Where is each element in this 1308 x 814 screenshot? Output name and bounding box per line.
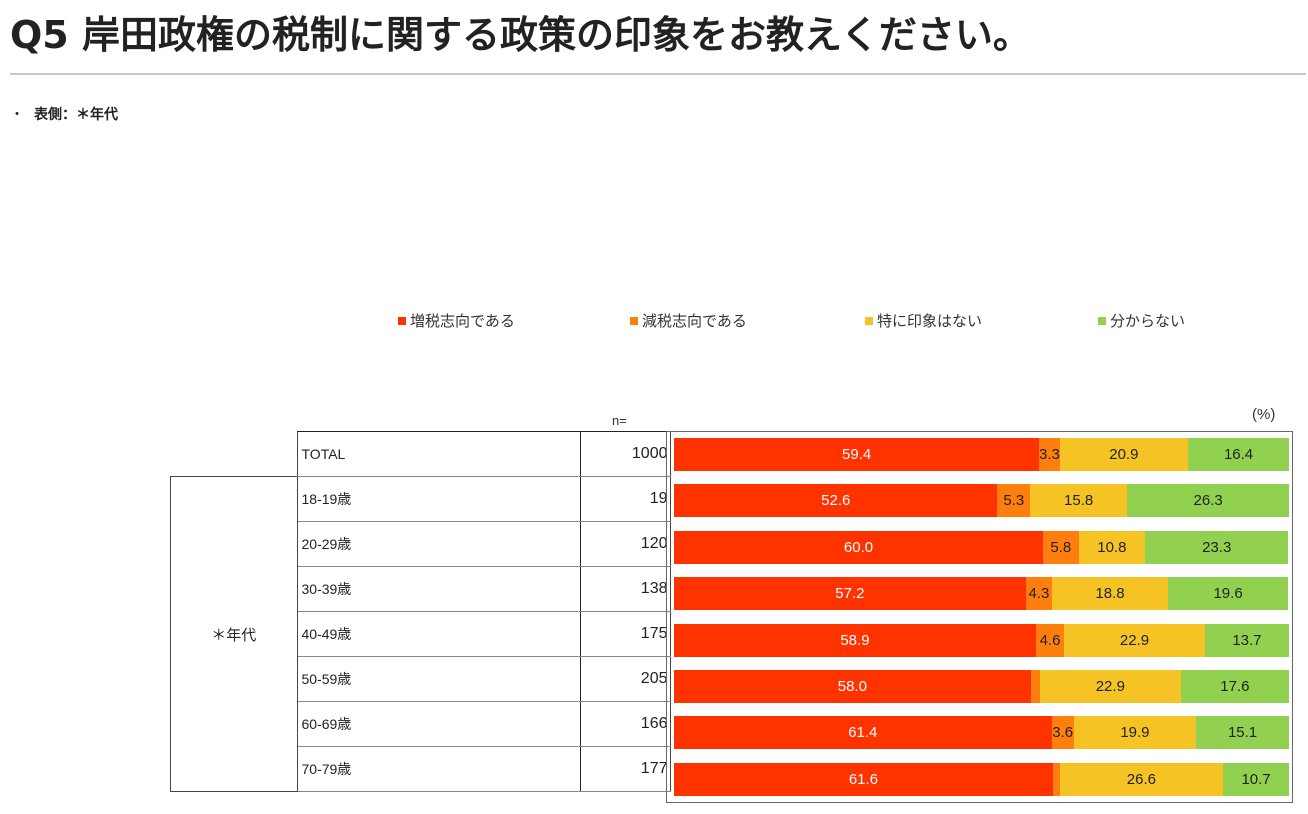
unit-label: (%) <box>1252 406 1276 423</box>
segment-no-impression: 26.6 <box>1059 762 1224 796</box>
row-label: TOTAL <box>296 431 580 477</box>
legend-label: 増税志向である <box>410 312 515 330</box>
side-note: ・表側：＊年代 <box>10 104 118 124</box>
segment-tax-cut: 4.6 <box>1035 623 1065 657</box>
bar-row: 60.0 5.8 10.8 23.3 <box>674 530 1289 564</box>
table-row: 30-39歳 138 <box>171 566 671 612</box>
segment-tax-cut <box>1052 762 1060 796</box>
row-n: 205 <box>579 656 671 702</box>
bar-row: 52.6 5.3 15.8 26.3 <box>674 484 1289 518</box>
segment-dont-know: 10.7 <box>1223 762 1289 796</box>
segment-dont-know: 23.3 <box>1145 530 1289 564</box>
row-label: 30-39歳 <box>296 566 580 612</box>
segment-tax-increase: 60.0 <box>674 530 1043 564</box>
segment-no-impression: 19.9 <box>1073 716 1197 750</box>
row-n: 177 <box>579 746 671 792</box>
table-row: 40-49歳 175 <box>171 611 671 657</box>
legend-item-dont-know: 分からない <box>1098 310 1185 331</box>
legend-swatch <box>1098 317 1106 325</box>
segment-tax-increase: 61.4 <box>674 716 1052 750</box>
segment-dont-know: 19.6 <box>1167 577 1289 611</box>
segment-dont-know: 17.6 <box>1180 670 1289 703</box>
segment-tax-cut: 5.3 <box>997 484 1031 518</box>
bar-row: 61.6 26.6 10.7 <box>674 762 1289 796</box>
legend-item-tax-cut: 減税志向である <box>630 310 747 331</box>
segment-tax-increase: 61.6 <box>674 762 1053 796</box>
table-row-total: TOTAL 1000 <box>171 431 671 477</box>
table-row: ＊年代 18-19歳 19 <box>170 476 671 792</box>
bullet: ・ <box>10 107 24 123</box>
table-row: 20-29歳 120 <box>171 521 671 567</box>
bar-row: 58.9 4.6 22.9 13.7 <box>674 623 1289 657</box>
row-n: 19 <box>579 476 671 522</box>
segment-no-impression: 15.8 <box>1030 484 1128 518</box>
row-label: 20-29歳 <box>296 521 580 567</box>
segment-no-impression: 22.9 <box>1064 623 1205 657</box>
n-column-header: n= <box>612 413 627 428</box>
bar-row: 57.2 4.3 18.8 19.6 <box>674 577 1289 611</box>
segment-dont-know: 26.3 <box>1127 484 1289 518</box>
group-label: ＊年代 <box>170 476 298 792</box>
row-n: 166 <box>579 701 671 747</box>
legend-swatch <box>398 317 406 325</box>
row-label: 18-19歳 <box>296 476 580 522</box>
segment-no-impression: 10.8 <box>1078 530 1146 564</box>
stacked-bar-chart: 59.4 3.3 20.9 16.4 52.6 5.3 15.8 26.3 60.0 5.8 10.… <box>666 431 1293 803</box>
legend-item-no-impression: 特に印象はない <box>865 310 982 331</box>
side-note-text: 表側：＊年代 <box>34 107 118 123</box>
page-title: Q5 岸田政権の税制に関する政策の印象をお教えください。 <box>10 13 1031 57</box>
segment-tax-increase: 58.0 <box>674 670 1031 703</box>
segment-tax-cut: 3.3 <box>1039 438 1060 471</box>
row-label: 60-69歳 <box>296 701 580 747</box>
bar-row: 58.0 22.9 17.6 <box>674 670 1289 703</box>
legend-swatch <box>865 317 873 325</box>
segment-tax-cut <box>1030 670 1040 703</box>
segment-no-impression: 22.9 <box>1039 670 1181 703</box>
table-row: 50-59歳 205 <box>171 656 671 702</box>
segment-tax-increase: 52.6 <box>674 484 998 518</box>
legend-swatch <box>630 317 638 325</box>
segment-tax-increase: 59.4 <box>674 438 1040 471</box>
segment-tax-cut: 5.8 <box>1043 530 1079 564</box>
row-label: 70-79歳 <box>296 746 580 792</box>
segment-tax-cut: 3.6 <box>1051 716 1074 750</box>
legend-label: 分からない <box>1110 312 1186 330</box>
table-row: 60-69歳 166 <box>171 701 671 747</box>
chart-legend: 増税志向である 減税志向である 特に印象はない 分からない <box>0 310 1308 332</box>
row-n: 175 <box>579 611 671 657</box>
segment-no-impression: 18.8 <box>1052 577 1168 611</box>
legend-item-tax-increase: 増税志向である <box>398 310 515 331</box>
bar-row: 59.4 3.3 20.9 16.4 <box>674 438 1289 471</box>
bar-row: 61.4 3.6 19.9 15.1 <box>674 716 1289 750</box>
legend-label: 特に印象はない <box>877 312 983 330</box>
row-n: 120 <box>579 521 671 567</box>
title-divider <box>10 73 1306 75</box>
segment-tax-increase: 57.2 <box>674 577 1026 611</box>
table-row: 70-79歳 177 <box>171 746 671 792</box>
segment-dont-know: 13.7 <box>1204 623 1289 657</box>
row-n: 138 <box>579 566 671 612</box>
segment-dont-know: 16.4 <box>1188 438 1289 471</box>
legend-label: 減税志向である <box>642 312 747 330</box>
segment-dont-know: 15.1 <box>1196 716 1289 750</box>
segment-tax-increase: 58.9 <box>674 623 1036 657</box>
segment-tax-cut: 4.3 <box>1025 577 1053 611</box>
segment-no-impression: 20.9 <box>1059 438 1189 471</box>
row-n: 1000 <box>579 431 671 477</box>
crosstab-table: TOTAL 1000 ＊年代 18-19歳 19 20-29歳 120 30-3… <box>170 431 671 792</box>
row-label: 50-59歳 <box>296 656 580 702</box>
row-label: 40-49歳 <box>296 611 580 657</box>
